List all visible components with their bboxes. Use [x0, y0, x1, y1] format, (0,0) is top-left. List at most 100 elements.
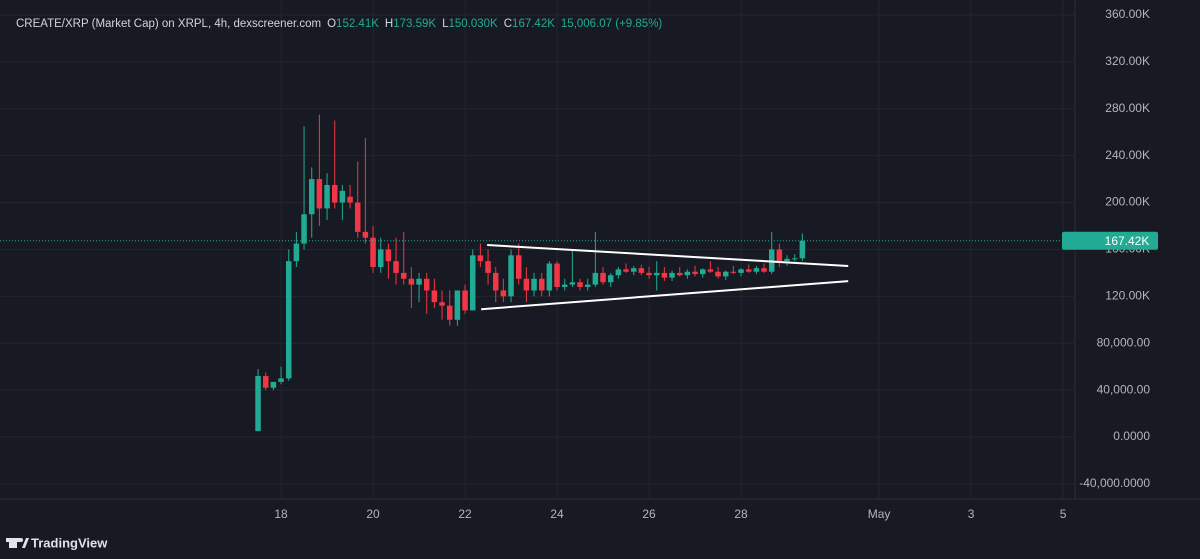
candle-body: [393, 261, 399, 273]
candle-body: [500, 290, 507, 297]
candle-body: [301, 214, 307, 244]
candle-body: [255, 376, 261, 432]
h-label: H: [385, 18, 393, 30]
change: 15,006.07 (+9.85%): [561, 18, 663, 30]
candle-body: [523, 278, 530, 291]
candle-body: [446, 305, 453, 320]
y-tick-label: 40,000.00: [1097, 382, 1151, 396]
o-value: 152.41K: [336, 18, 379, 30]
candle-body: [546, 263, 553, 291]
candle-body: [753, 268, 760, 272]
candle-body: [515, 255, 522, 279]
candle-body: [423, 278, 430, 291]
c-label: C: [504, 18, 512, 30]
candle-body: [653, 272, 660, 276]
candle-body: [615, 269, 622, 276]
candle-body: [761, 268, 767, 272]
candle-body: [416, 278, 422, 285]
candle-body: [462, 290, 468, 311]
candle-body: [508, 255, 514, 297]
candle-body: [554, 263, 560, 287]
candle-body: [676, 272, 683, 276]
candle-body: [577, 282, 583, 287]
brand: TradingView: [31, 535, 108, 550]
y-tick-label: 0.0000: [1113, 429, 1150, 443]
last-price-tag: [1062, 231, 1158, 250]
candle-body: [584, 284, 591, 287]
candle-body: [377, 249, 384, 268]
candle-body: [408, 278, 415, 285]
x-tick-label: May: [868, 507, 891, 521]
candle-body: [799, 240, 806, 259]
candle-body: [776, 249, 783, 262]
candle-body: [600, 272, 606, 283]
candle-body: [669, 272, 675, 278]
candle-body: [477, 255, 484, 262]
candle-body: [630, 268, 637, 272]
x-tick-label: 28: [734, 507, 748, 521]
candle-body: [339, 190, 346, 203]
y-tick-label: 200.00K: [1105, 195, 1150, 209]
l-value: 150.030K: [448, 18, 498, 30]
y-tick-label: 360.00K: [1105, 7, 1150, 21]
candle-body: [469, 255, 476, 311]
last-price-label: 167.42K: [1105, 234, 1150, 248]
plot: [0, 0, 1075, 499]
candle-body: [385, 249, 392, 262]
candle-body: [285, 261, 292, 379]
candle-body: [607, 275, 614, 283]
o-label: O: [327, 18, 336, 30]
y-tick-label: 280.00K: [1105, 101, 1150, 115]
c-value: 167.42K: [512, 18, 555, 30]
candle-body: [646, 272, 652, 276]
candle-body: [324, 184, 330, 209]
candle-body: [684, 271, 691, 276]
candle-body: [715, 271, 721, 277]
candle-body: [730, 271, 737, 273]
y-tick-label: 240.00K: [1105, 148, 1150, 162]
candle-body: [316, 179, 323, 209]
candle-body: [722, 271, 729, 277]
candle-body: [293, 243, 300, 262]
candle-body: [262, 376, 269, 388]
candle-body: [370, 237, 376, 268]
trendline: [481, 280, 849, 311]
candle-body: [439, 302, 445, 306]
candle-body: [791, 258, 798, 260]
candle-body: [592, 272, 599, 285]
candle-body: [784, 258, 790, 262]
candle-body: [400, 272, 407, 279]
x-tick-label: 3: [968, 507, 975, 521]
x-tick-label: 5: [1060, 507, 1067, 521]
candle-body: [707, 269, 714, 272]
candle-body: [538, 278, 545, 291]
candle-body: [531, 278, 537, 291]
y-tick-label: 320.00K: [1105, 54, 1150, 68]
candle-body: [331, 184, 338, 203]
x-tick-label: 20: [366, 507, 380, 521]
x-tick-label: 22: [458, 507, 472, 521]
candle-body: [270, 381, 277, 388]
candle-body: [623, 269, 629, 272]
candle-body: [569, 282, 576, 285]
symbol: CREATE/XRP (Market Cap) on XRPL, 4h, dex…: [16, 18, 321, 30]
y-tick-label: 80,000.00: [1097, 335, 1151, 349]
candle-body: [431, 290, 438, 303]
candle-body: [638, 268, 645, 273]
candle-body: [308, 179, 315, 215]
candle-body: [699, 269, 706, 275]
candle-body: [692, 271, 698, 275]
y-tick-label: 120.00K: [1105, 289, 1150, 303]
l-label: L: [442, 18, 449, 30]
candle-body: [561, 284, 568, 287]
h-value: 173.59K: [393, 18, 436, 30]
x-tick-label: 18: [274, 507, 288, 521]
candle-body: [278, 378, 284, 382]
y-tick-label: -40,000.0000: [1079, 476, 1150, 490]
brand-logo: [6, 538, 29, 548]
candle-body: [454, 290, 461, 320]
candle-body: [354, 202, 361, 232]
candle-body: [745, 269, 752, 272]
